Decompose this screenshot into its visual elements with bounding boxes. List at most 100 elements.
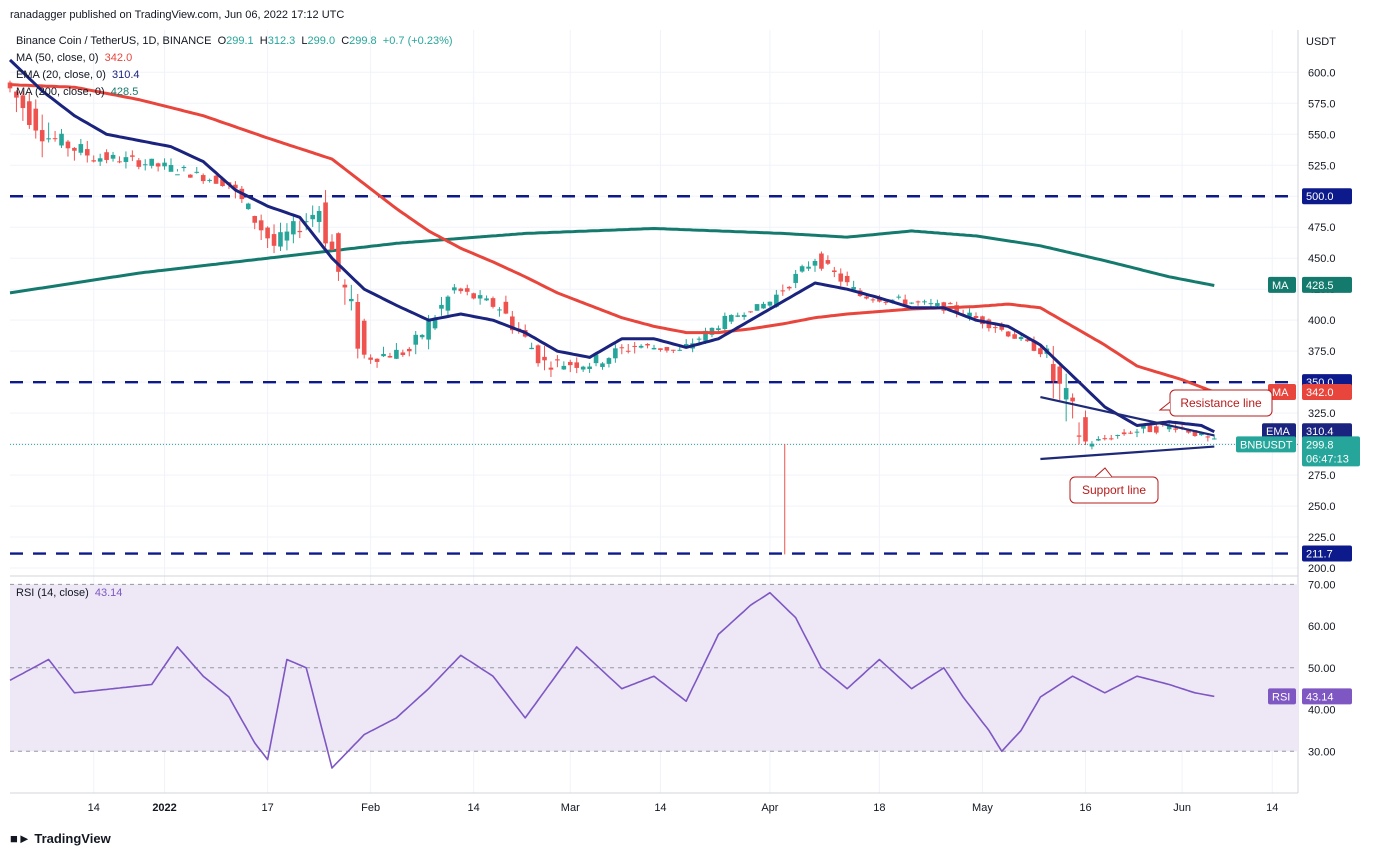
candle-body [1031, 340, 1037, 351]
ma200-tag-text: 428.5 [1306, 280, 1334, 292]
rsi-name-bg [1268, 688, 1296, 705]
close-label: C [341, 35, 350, 47]
candle-body [671, 349, 676, 351]
rsi-tick-label: 30.00 [1308, 746, 1336, 758]
ma200-line [9, 227, 1215, 295]
bnb-name-text: BNBUSDT [1240, 439, 1293, 451]
candle-body [426, 320, 431, 340]
ma50-name-bg [1268, 384, 1296, 401]
rsi-line [9, 583, 1298, 769]
candle-body [1089, 443, 1095, 447]
x-tick-label: Feb [361, 802, 380, 814]
candle-body [27, 101, 32, 126]
rsi-path [9, 591, 1215, 769]
candle-body [993, 327, 998, 329]
candle-body [271, 234, 277, 246]
candle-body [580, 366, 586, 370]
candle-body [136, 160, 142, 167]
candle-body [928, 303, 934, 305]
resistance-callout-text: Resistance line [1180, 396, 1262, 410]
low-value: 299.0 [307, 35, 336, 47]
candle-body [1083, 417, 1088, 442]
legend-rsi-value: 43.14 [94, 587, 123, 599]
candle-body [780, 290, 786, 292]
candle-body [767, 301, 773, 306]
legend-ma200-value: 428.5 [110, 86, 139, 98]
candle-body [935, 303, 940, 306]
candle-body [735, 315, 741, 317]
candle-body [91, 160, 97, 162]
legend-ema20[interactable]: EMA (20, close, 0) 310.4 [16, 69, 140, 81]
candle-body [336, 233, 341, 272]
candle-body [123, 157, 129, 162]
candle-body [52, 138, 58, 140]
candle-body [922, 301, 927, 303]
candle-body [683, 344, 689, 348]
candle-body [323, 202, 328, 244]
candle-body [155, 163, 161, 167]
candle-body [896, 296, 902, 298]
ema20-tag-text: 310.4 [1306, 426, 1334, 438]
candle-body [84, 149, 90, 156]
y-tick-label: 275.0 [1308, 470, 1336, 482]
candle-body [349, 298, 354, 302]
tradingview-logo[interactable]: ■► TradingView [10, 831, 111, 846]
candle-body [14, 91, 19, 98]
candle-body [832, 270, 837, 273]
candle-body [1018, 337, 1024, 340]
candle-body [1154, 426, 1159, 433]
candle-body [1141, 425, 1146, 429]
candle-body [1173, 428, 1178, 430]
candle-body [316, 210, 322, 222]
y-axis-unit: USDT [1306, 36, 1336, 48]
candle-body [619, 347, 625, 349]
candle-body [947, 303, 953, 305]
trendline-resistance-line [1040, 395, 1215, 437]
legend-ma200[interactable]: MA (200, close, 0) 428.5 [16, 86, 138, 98]
candle-body [368, 357, 373, 360]
candle-body [452, 287, 457, 291]
candle-body [1076, 435, 1082, 437]
candle-body [587, 366, 592, 369]
ma200-name-bg [1268, 276, 1296, 293]
candle-body [477, 295, 483, 299]
y-tick-label: 550.0 [1308, 129, 1336, 141]
candle-body [1005, 331, 1011, 337]
candle-body [877, 298, 882, 302]
candle-body [233, 184, 238, 189]
candle-body [361, 320, 367, 355]
candle-body [252, 216, 258, 223]
candle-body [484, 298, 489, 301]
candle-body [1096, 438, 1101, 441]
candle-body [696, 338, 702, 340]
ma50-name-text: MA [1272, 387, 1289, 399]
candle-body [1057, 366, 1063, 384]
ma50-line [9, 83, 1215, 394]
support-callout-box [1069, 476, 1159, 504]
rsi-name-text: RSI [1272, 691, 1290, 703]
candle-body [716, 328, 721, 331]
close-value: 299.8 [349, 35, 377, 47]
candle-body [1205, 436, 1211, 438]
y-tick-label: 575.0 [1308, 98, 1336, 110]
candle-body [548, 367, 554, 370]
candle-body [329, 241, 335, 251]
candle-body [20, 95, 26, 109]
y-tick-label: 400.0 [1308, 315, 1336, 327]
candle-body [445, 296, 451, 311]
candle-body [207, 179, 212, 181]
legend-ma200-label: MA (200, close, 0) [16, 86, 105, 98]
candle-body [645, 343, 650, 346]
candle-body [490, 298, 496, 307]
legend-rsi[interactable]: RSI (14, close) 43.14 [16, 587, 122, 599]
support-callout-text: Support line [1082, 483, 1146, 497]
candle-body [406, 348, 412, 352]
candle-body [535, 345, 541, 364]
legend-ma50[interactable]: MA (50, close, 0) 342.0 [16, 52, 132, 64]
tradingview-logo-icon: ■► [10, 831, 31, 846]
x-tick-label: 14 [468, 802, 480, 814]
level-tag-text: 211.7 [1306, 549, 1333, 561]
candle-body [1025, 339, 1030, 342]
x-tick-label: Mar [561, 802, 580, 814]
x-tick-label: 14 [654, 802, 666, 814]
